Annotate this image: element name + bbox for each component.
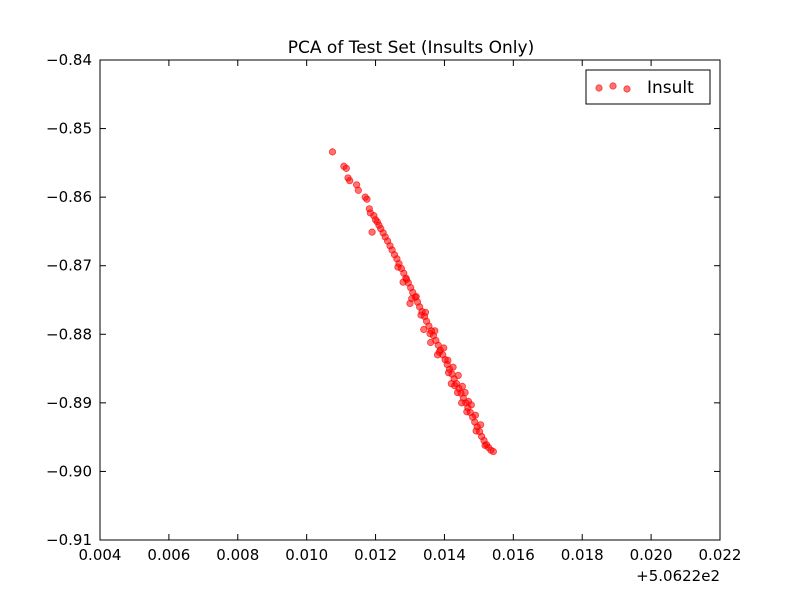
data-point: [346, 177, 354, 185]
data-point: [454, 371, 462, 380]
legend-dot: [623, 85, 631, 93]
data-point: [444, 356, 452, 364]
plot-frame: [99, 59, 721, 541]
data-point: [440, 344, 448, 352]
data-point: [399, 278, 407, 286]
x-tick-label: 0.010: [285, 546, 328, 564]
legend-label-insult: Insult: [647, 78, 694, 98]
x-tick-label: 0.018: [561, 546, 604, 564]
data-point: [463, 408, 471, 416]
y-tick-label: −0.90: [46, 462, 92, 480]
data-point: [471, 411, 480, 419]
x-tick-label: 0.004: [79, 546, 122, 564]
legend-marker-insult: [595, 82, 631, 93]
data-point: [451, 382, 459, 390]
data-point: [406, 299, 414, 308]
legend: Insult: [585, 69, 711, 105]
y-tick-label: −0.87: [46, 257, 92, 275]
x-tick-label: 0.006: [147, 546, 190, 564]
y-tick-label: −0.88: [46, 325, 92, 343]
points-layer: [328, 148, 497, 456]
y-axis: −0.84 −0.85 −0.86 −0.87 −0.88 −0.89 −0.90 −0.91: [46, 51, 720, 549]
data-point: [458, 382, 466, 390]
data-point: [453, 388, 462, 397]
data-point: [461, 388, 469, 397]
x-axis: 0.004 0.006 0.008 0.010 0.012 0.014 0.016 0.018…: [79, 60, 742, 564]
data-point: [489, 447, 497, 456]
data-point: [394, 263, 402, 271]
data-point: [420, 325, 428, 334]
data-point: [417, 311, 425, 319]
data-point: [472, 427, 480, 435]
y-tick-label: −0.85: [46, 120, 92, 138]
x-tick-label: 0.020: [630, 546, 673, 564]
data-point: [449, 363, 457, 371]
chart-title: PCA of Test Set (Insults Only): [288, 38, 534, 58]
data-point: [427, 338, 435, 347]
data-point: [433, 351, 442, 359]
x-tick-label: 0.008: [216, 546, 259, 564]
x-tick-label: 0.012: [354, 546, 397, 564]
y-tick-label: −0.84: [46, 51, 92, 69]
data-point: [328, 148, 337, 156]
data-point: [363, 195, 371, 203]
data-point: [426, 329, 434, 338]
data-point: [368, 228, 376, 236]
data-point: [481, 441, 489, 449]
x-tick-label: 0.022: [699, 546, 742, 564]
y-tick-label: −0.86: [46, 188, 92, 206]
data-point: [464, 397, 473, 406]
data-point: [458, 399, 466, 407]
x-tick-label: 0.016: [492, 546, 535, 564]
legend-box: [585, 69, 711, 105]
y-tick-label: −0.89: [46, 394, 92, 412]
data-point: [477, 421, 485, 429]
data-point: [354, 186, 362, 194]
x-tick-label: 0.014: [423, 546, 466, 564]
data-point: [444, 369, 453, 377]
legend-dot: [609, 82, 617, 90]
y-tick-label: −0.91: [46, 531, 92, 549]
x-offset-label: +5.0622e2: [636, 567, 720, 585]
data-point: [342, 164, 350, 172]
legend-dot: [595, 84, 603, 92]
